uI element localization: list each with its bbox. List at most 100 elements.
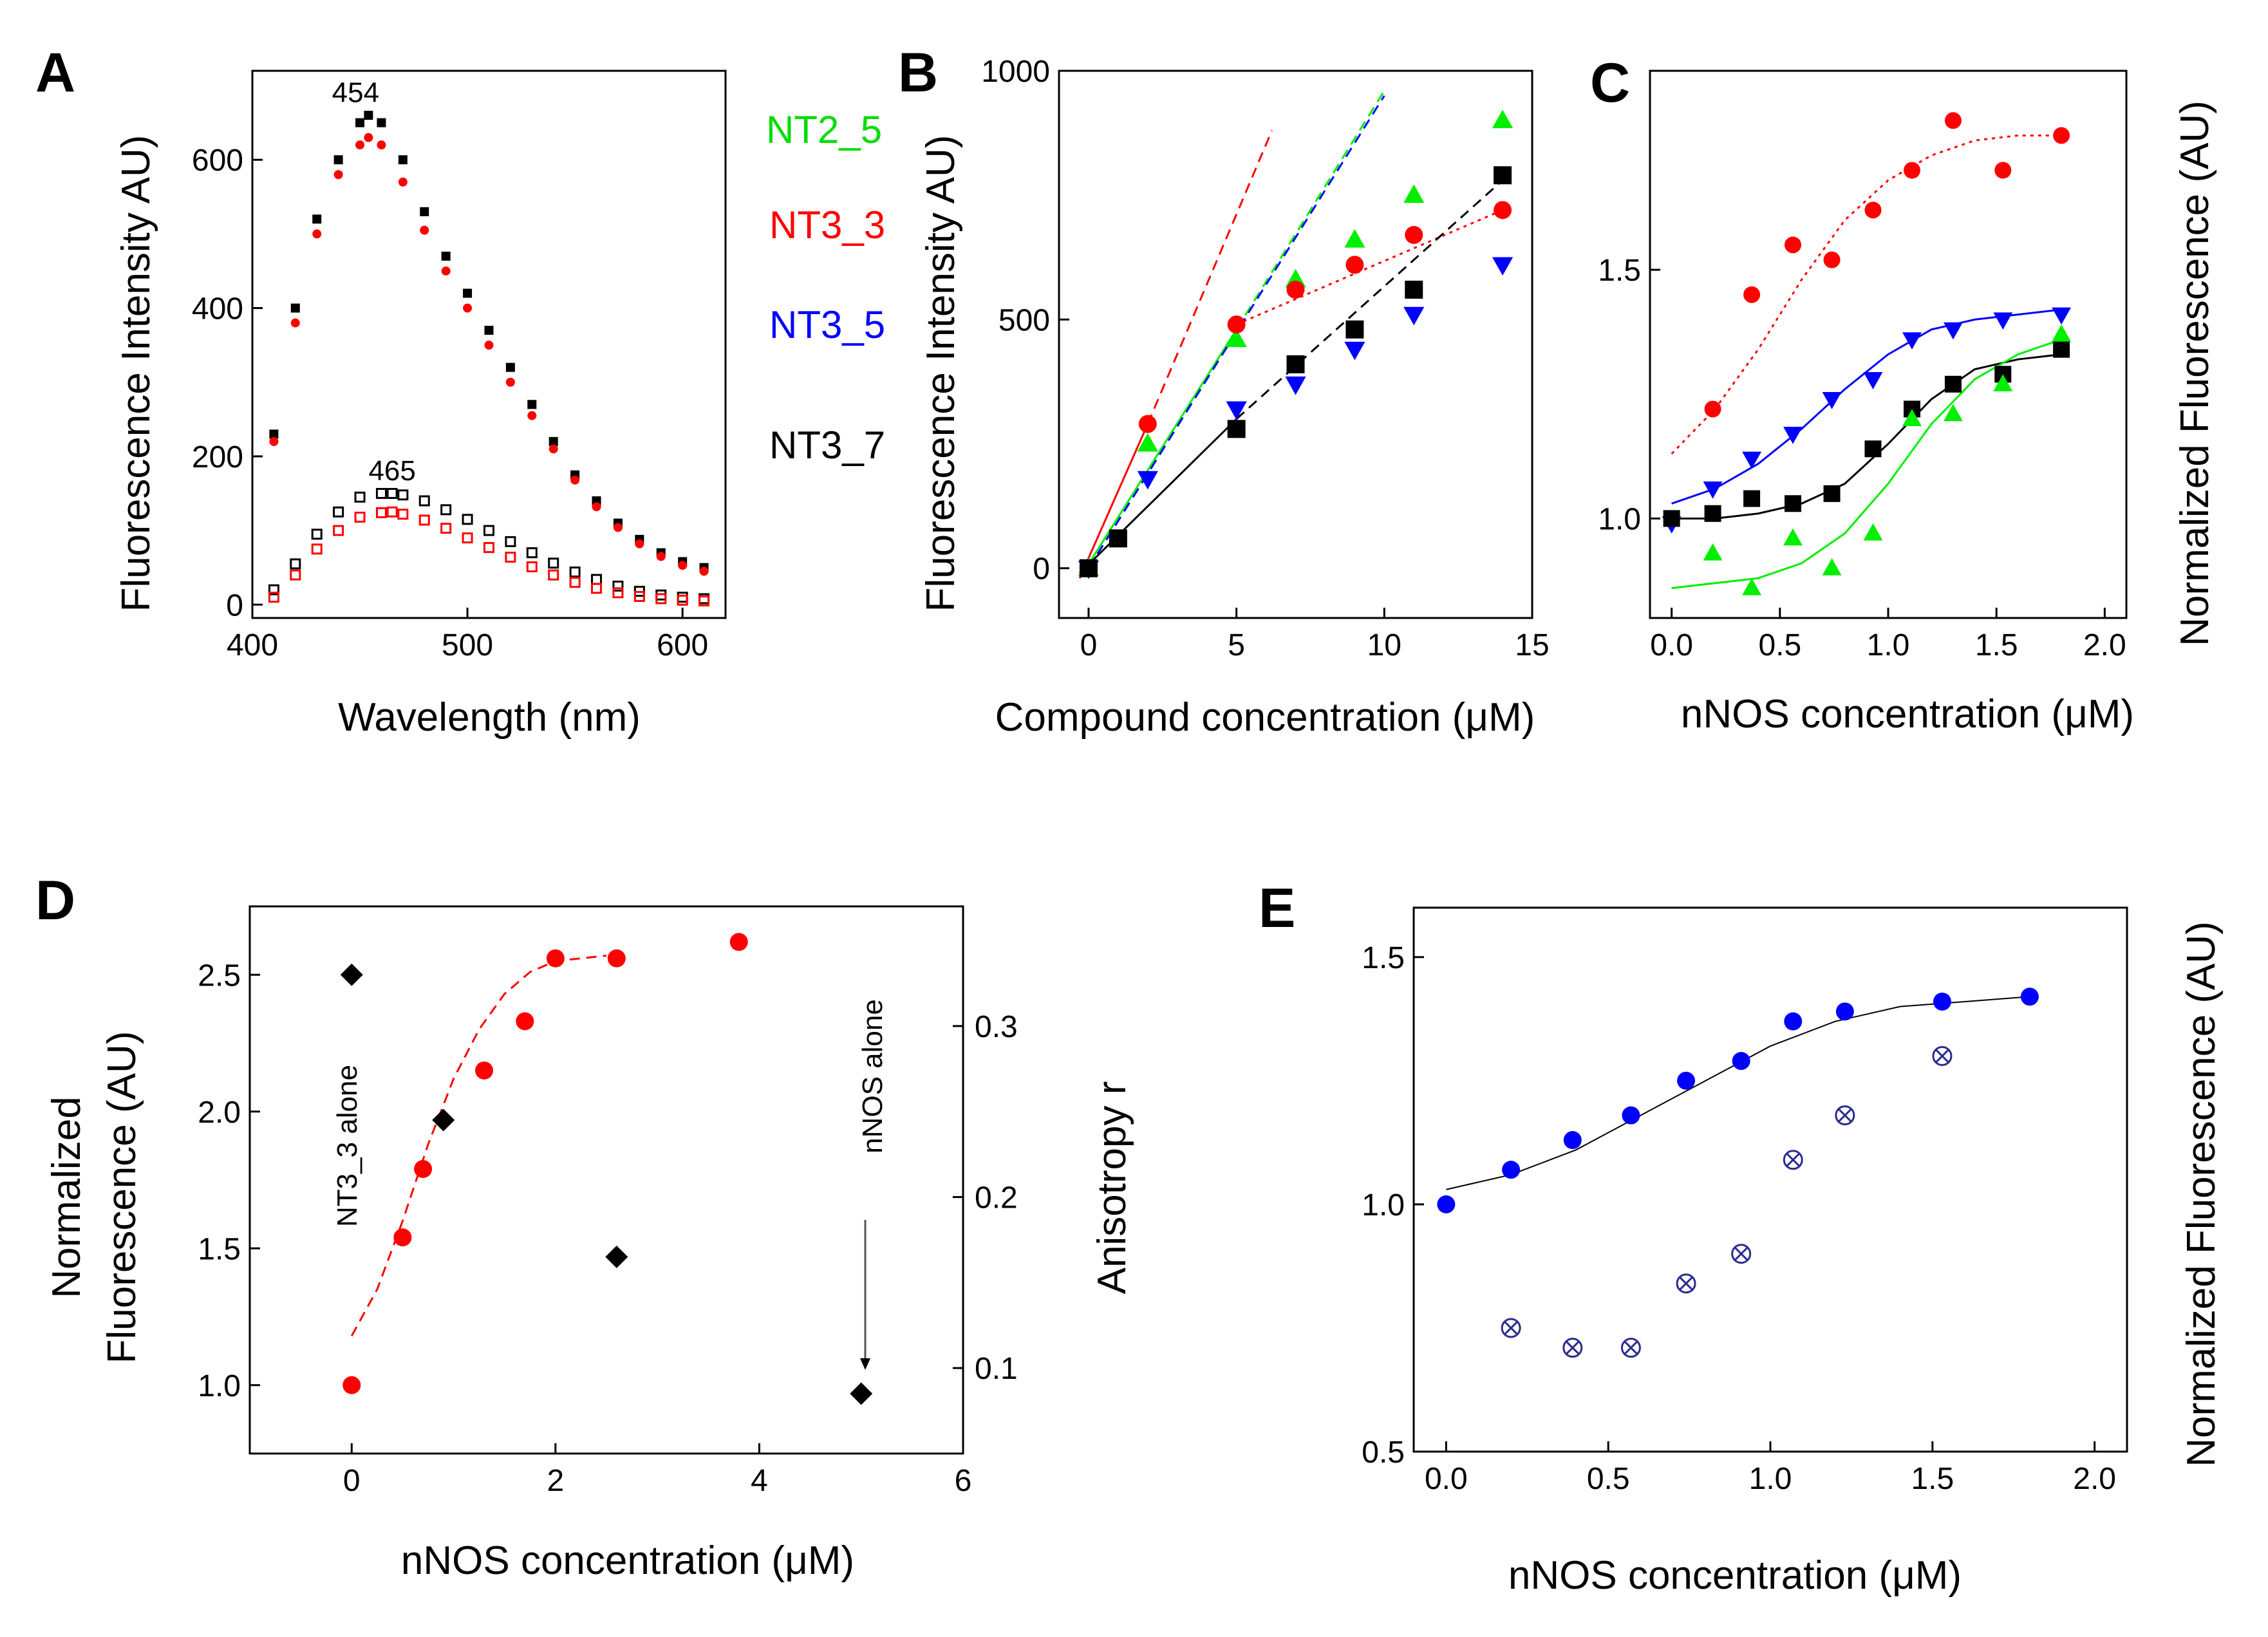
e-point-1-2	[1620, 1338, 1641, 1358]
y-tick-label-3: 2.5	[198, 959, 241, 993]
c-series-1	[1662, 307, 2072, 534]
a-point-2-13	[526, 547, 538, 559]
a-point-2-1	[290, 558, 301, 570]
a-point-2-5	[375, 488, 387, 500]
y-tick-label-2: 1000	[981, 55, 1050, 89]
d-point-0-0	[342, 1376, 361, 1394]
d-point-1-0	[340, 963, 363, 986]
b-line-4	[1236, 209, 1503, 326]
a-point-1-16	[592, 502, 601, 512]
e-point-1-3-cross2	[1679, 1276, 1693, 1291]
e-point-1-0-ring	[1501, 1318, 1521, 1338]
b-series-0	[1078, 109, 1514, 576]
c-point-3-5	[1902, 409, 1922, 426]
panel-e-letter: E	[1259, 877, 1295, 939]
panel-a-marks	[268, 111, 710, 607]
e-point-1-2-ring	[1620, 1338, 1641, 1358]
b-point-2-3	[1285, 376, 1306, 395]
c-point-2-0	[1663, 510, 1680, 527]
x-tick-label-1: 500	[442, 628, 493, 662]
b-point-0-6	[1492, 109, 1514, 129]
panel-c-lines	[1671, 134, 2062, 590]
a-point-2-3	[333, 506, 344, 518]
e-point-0-1	[1502, 1161, 1521, 1179]
c-point-1-3	[1783, 427, 1803, 444]
d-series-0	[342, 933, 748, 1394]
c-point-2-4	[1823, 485, 1841, 502]
y-tick-label-0: 0.5	[1362, 1436, 1405, 1470]
x-tick-label-1: 2	[547, 1464, 565, 1498]
y-tick-label-0: 0	[226, 588, 243, 622]
x-tick-label-2: 4	[751, 1464, 768, 1498]
legend-nt2-5: NT2_5	[766, 108, 882, 151]
x-tick-label-1: 0.5	[1758, 628, 1801, 662]
x-tick-label-1: 0.5	[1587, 1462, 1630, 1496]
a-point-1-1	[290, 318, 300, 328]
a-point-3-15	[569, 577, 581, 588]
panel-a: A 400 500 600 0 200 400 600 454 465 Wavelength …	[35, 42, 727, 740]
b-point-1-6	[1494, 201, 1512, 220]
x-tick-label-4: 2.0	[2083, 628, 2126, 662]
a-point-3-18	[633, 591, 645, 603]
a-point-1-19	[656, 552, 666, 561]
e-point-1-3	[1676, 1273, 1696, 1294]
b-point-3-1	[1109, 529, 1127, 548]
b-line-0	[1078, 329, 1237, 579]
y-tick-label-3: 600	[192, 144, 243, 178]
e-series-0	[1437, 987, 2039, 1213]
b-series-3	[1079, 166, 1512, 577]
x-tick-label-3: 1.5	[1975, 628, 2018, 662]
a-annotation-1: 465	[368, 455, 415, 487]
b-line-7	[1235, 179, 1504, 420]
c-point-2-3	[1785, 495, 1801, 512]
panel-a-xlabel: Wavelength (nm)	[338, 695, 641, 740]
panel-c-xlabel: nNOS concentration (μM)	[1681, 692, 2134, 736]
panel-a-frame	[251, 70, 727, 619]
a-point-1-2	[312, 229, 322, 239]
a-point-0-3	[333, 155, 343, 165]
d-point-0-1	[393, 1228, 412, 1247]
x-tick-label-2: 10	[1367, 628, 1401, 662]
b-series-1	[1079, 201, 1512, 577]
panel-b-ticks: 0 5 10 15 0 500 1000	[981, 55, 1549, 662]
b-point-0-4	[1344, 229, 1365, 248]
c-curve-1	[1671, 308, 2062, 505]
c-point-2-7	[1944, 375, 1962, 393]
d-point-1-3	[850, 1382, 873, 1405]
c-point-2-2	[1743, 490, 1761, 507]
c-point-1-6	[1902, 332, 1922, 350]
panel-a-ticks: 400 500 600 0 200 400 600	[192, 144, 708, 662]
a-point-2-4	[354, 491, 366, 503]
y2-tick-label-0: 0.1	[975, 1352, 1018, 1386]
a-point-1-7	[398, 177, 408, 187]
a-point-0-8	[420, 207, 429, 216]
panel-e-xlabel: nNOS concentration (μM)	[1508, 1553, 1962, 1598]
e-series-1	[1501, 1045, 1953, 1358]
panel-c-letter: C	[1590, 52, 1630, 114]
c-point-0-1	[1743, 286, 1761, 303]
b-point-1-2	[1227, 315, 1246, 334]
a-point-1-10	[463, 303, 473, 313]
panel-c-marks	[1662, 112, 2072, 595]
a-point-1-12	[505, 377, 515, 387]
a-point-3-17	[612, 587, 624, 599]
a-point-3-19	[655, 593, 667, 604]
c-point-3-3	[1822, 558, 1842, 575]
panel-d-y2label: Anisotropy r	[1090, 1081, 1134, 1295]
panel-b-marks	[1078, 109, 1514, 579]
a-point-2-7	[397, 489, 409, 501]
c-point-0-0	[1704, 400, 1721, 418]
panel-c-ylabel: Normalized Fluorescence (AU)	[2173, 100, 2217, 646]
b-point-1-1	[1138, 415, 1157, 433]
e-point-1-4-cross2	[1734, 1246, 1748, 1261]
legend-nt3-5: NT3_5	[769, 303, 885, 346]
a-point-0-10	[463, 288, 473, 298]
x-tick-label-0: 0	[1080, 628, 1098, 662]
a-point-1-8	[420, 225, 429, 235]
e-point-0-2	[1563, 1131, 1582, 1150]
a-point-3-13	[526, 561, 538, 573]
d-point-0-3	[475, 1062, 494, 1080]
e-point-1-2-cross2	[1624, 1340, 1638, 1355]
y-tick-label-1: 500	[998, 303, 1050, 337]
